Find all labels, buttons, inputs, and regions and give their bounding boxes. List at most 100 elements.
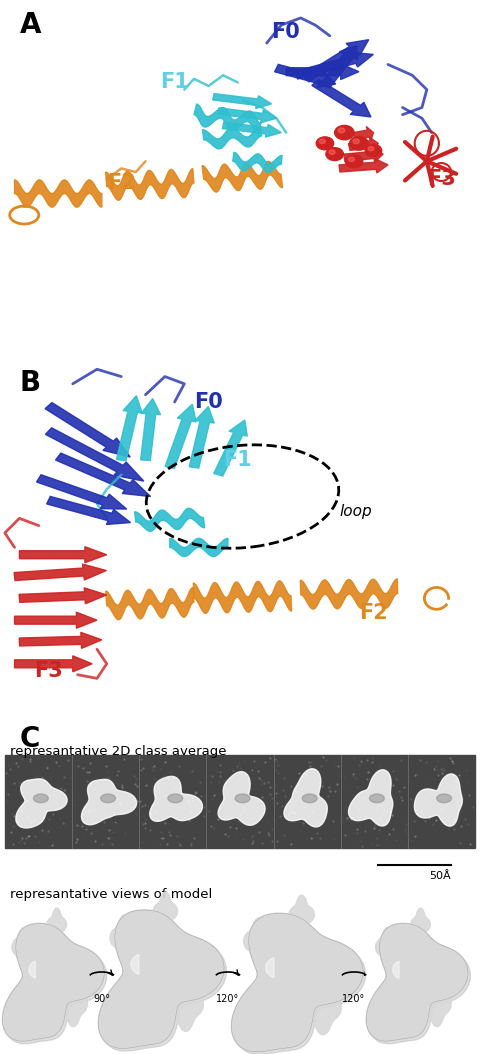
Circle shape [316, 137, 333, 150]
Polygon shape [116, 395, 142, 461]
Text: C: C [19, 725, 40, 754]
Polygon shape [168, 977, 203, 1032]
Circle shape [349, 137, 367, 150]
Polygon shape [232, 153, 282, 173]
Polygon shape [319, 45, 357, 87]
Text: 90°: 90° [93, 994, 110, 1004]
Polygon shape [193, 581, 291, 613]
Polygon shape [267, 1016, 292, 1052]
Polygon shape [235, 794, 249, 803]
Polygon shape [59, 980, 87, 1027]
Polygon shape [348, 769, 392, 826]
Polygon shape [133, 1013, 157, 1049]
Polygon shape [202, 126, 261, 149]
Polygon shape [218, 772, 265, 825]
Polygon shape [274, 64, 335, 87]
Polygon shape [98, 910, 224, 1049]
Polygon shape [393, 1011, 413, 1041]
Polygon shape [12, 928, 36, 967]
Text: A: A [19, 11, 41, 39]
Circle shape [367, 147, 373, 151]
Polygon shape [202, 161, 282, 192]
Polygon shape [29, 961, 35, 978]
Polygon shape [101, 913, 226, 1051]
Text: B: B [19, 369, 41, 397]
Polygon shape [16, 779, 67, 828]
Polygon shape [368, 926, 469, 1043]
Polygon shape [36, 474, 126, 509]
Polygon shape [15, 656, 92, 671]
Polygon shape [19, 547, 106, 563]
Polygon shape [30, 1011, 50, 1041]
Polygon shape [33, 794, 48, 803]
Polygon shape [106, 169, 194, 200]
Text: represantative 2D class average: represantative 2D class average [10, 745, 226, 758]
Text: F0: F0 [271, 22, 300, 42]
Text: F1: F1 [223, 450, 251, 470]
Circle shape [345, 155, 362, 168]
Polygon shape [169, 539, 227, 557]
Text: F0: F0 [194, 392, 222, 412]
Polygon shape [392, 961, 398, 978]
Polygon shape [189, 407, 214, 468]
Bar [5, 755, 474, 848]
Polygon shape [167, 794, 182, 803]
Polygon shape [213, 421, 247, 476]
Polygon shape [212, 94, 271, 109]
Text: 120°: 120° [342, 994, 365, 1004]
Polygon shape [410, 909, 429, 941]
Polygon shape [131, 955, 138, 974]
Polygon shape [265, 958, 273, 978]
Polygon shape [352, 126, 373, 140]
Polygon shape [286, 64, 358, 79]
Text: F3: F3 [34, 661, 62, 681]
Polygon shape [304, 980, 341, 1035]
Polygon shape [2, 923, 104, 1041]
Polygon shape [153, 892, 177, 931]
Text: loop: loop [339, 504, 371, 519]
Polygon shape [15, 180, 102, 208]
Circle shape [325, 148, 343, 160]
Text: F1: F1 [160, 73, 188, 93]
Polygon shape [436, 794, 451, 803]
Circle shape [348, 157, 354, 161]
Circle shape [364, 144, 381, 157]
Circle shape [334, 125, 353, 140]
Polygon shape [413, 774, 461, 826]
Polygon shape [243, 918, 274, 964]
Polygon shape [106, 588, 194, 620]
Polygon shape [55, 453, 151, 496]
Polygon shape [19, 632, 102, 648]
Polygon shape [135, 508, 204, 531]
Polygon shape [231, 914, 363, 1052]
Polygon shape [45, 428, 144, 481]
Polygon shape [81, 779, 136, 825]
Polygon shape [217, 108, 276, 123]
Polygon shape [140, 398, 160, 461]
Polygon shape [14, 564, 106, 581]
Text: F2: F2 [358, 603, 387, 623]
Polygon shape [365, 923, 467, 1041]
Polygon shape [311, 79, 370, 117]
Polygon shape [231, 914, 363, 1052]
Polygon shape [110, 915, 139, 961]
Polygon shape [47, 909, 66, 941]
Polygon shape [19, 588, 106, 604]
Polygon shape [348, 137, 378, 152]
Polygon shape [150, 777, 202, 821]
Polygon shape [46, 496, 130, 525]
Circle shape [328, 150, 334, 155]
Circle shape [337, 128, 344, 133]
Polygon shape [283, 768, 327, 827]
Polygon shape [300, 579, 397, 609]
Polygon shape [422, 980, 450, 1027]
Polygon shape [45, 403, 130, 457]
Polygon shape [369, 794, 383, 803]
Polygon shape [375, 928, 399, 967]
Polygon shape [302, 794, 317, 803]
Text: 120°: 120° [216, 994, 239, 1004]
Polygon shape [365, 923, 467, 1041]
Polygon shape [194, 104, 260, 134]
Text: F2: F2 [106, 173, 135, 193]
Circle shape [352, 139, 359, 143]
